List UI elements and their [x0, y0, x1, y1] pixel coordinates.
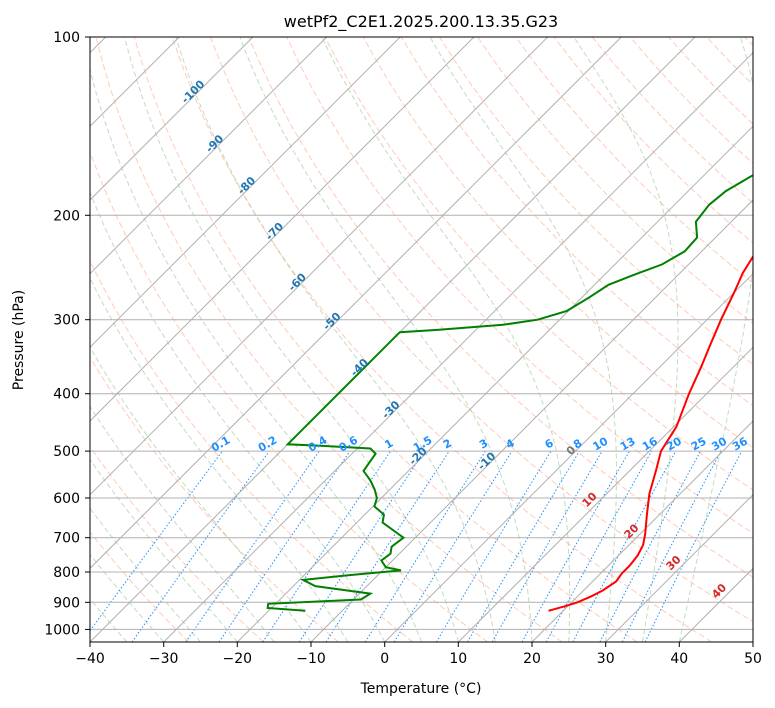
isotherm-line — [90, 37, 475, 422]
y-tick-label: 200 — [53, 208, 80, 224]
dewpoint-profile — [266, 174, 753, 612]
mixing-ratio-line — [364, 450, 486, 642]
moist-adiabat — [124, 37, 459, 642]
isotherm-line — [604, 493, 753, 642]
moist-adiabat — [573, 37, 679, 642]
isotherm-line — [236, 125, 753, 642]
x-tick-label: −20 — [223, 651, 253, 667]
x-tick-label: 30 — [597, 651, 615, 667]
x-tick-label: 50 — [744, 651, 762, 667]
moist-adiabat — [90, 405, 275, 642]
moist-adiabat — [239, 37, 533, 642]
y-tick-label: 1000 — [44, 622, 80, 638]
isotherm-line — [90, 37, 402, 349]
y-tick-label: 400 — [53, 387, 80, 403]
dry-adiabat — [90, 531, 190, 642]
y-tick-label: 800 — [53, 565, 80, 581]
dry-adiabat — [90, 445, 264, 642]
isotherm-line — [90, 37, 623, 570]
isotherm-line — [90, 37, 549, 496]
mixing-ratio-line — [621, 450, 722, 642]
moist-adiabat — [175, 37, 496, 642]
moist-adiabat — [429, 37, 617, 642]
plot-area — [90, 37, 753, 642]
y-tick-label: 600 — [53, 491, 80, 507]
dry-adiabat — [400, 37, 753, 407]
pressure-gridlines — [90, 37, 753, 630]
plot-frame — [89, 36, 754, 643]
moist-adiabat — [90, 67, 422, 642]
isotherm-line — [162, 51, 753, 642]
x-axis-label: Temperature (°C) — [360, 681, 482, 697]
dry-adiabat — [515, 37, 753, 284]
mixing-ratio-line — [218, 450, 351, 642]
mixing-ratio-line — [545, 450, 653, 642]
isotherm-line — [310, 199, 753, 642]
moist-adiabat — [90, 190, 386, 642]
dry-adiabat — [210, 37, 753, 623]
x-tick-label: −40 — [75, 651, 105, 667]
x-tick-label: −30 — [149, 651, 179, 667]
y-tick-label: 500 — [53, 444, 80, 460]
mixing-ratio-line — [298, 450, 425, 642]
isotherm-line — [90, 37, 254, 201]
mixing-ratio-line — [185, 450, 320, 642]
y-tick-label: 700 — [53, 531, 80, 547]
x-tick-label: 0 — [380, 651, 389, 667]
moist-adiabat — [90, 458, 238, 642]
mixing-ratio-line — [644, 450, 743, 642]
chart-title: wetPf2_C2E1.2025.200.13.35.G23 — [284, 12, 558, 32]
x-axis-ticks: −40 −30 −20 −10 0 10 20 30 40 50 — [75, 642, 762, 667]
mixing-ratio-line — [325, 450, 450, 642]
isotherm-line — [90, 37, 181, 128]
x-tick-label: 20 — [523, 651, 541, 667]
x-tick-label: 10 — [449, 651, 467, 667]
mixing-ratio-line — [599, 450, 701, 642]
isotherm-line — [531, 420, 753, 642]
dry-adiabat — [133, 37, 638, 642]
y-tick-label: 100 — [53, 30, 80, 46]
mixing-ratio-line — [393, 450, 513, 642]
dry-adiabat — [248, 37, 753, 578]
mixing-ratio-line — [90, 450, 223, 632]
isotherm-line — [90, 37, 328, 275]
skewed-isotherms — [0, 10, 753, 654]
dry-adiabat — [90, 150, 488, 642]
y-axis-label: Pressure (hPa) — [11, 290, 27, 390]
moist-adiabat — [90, 507, 201, 642]
x-tick-label: 40 — [670, 651, 688, 667]
dry-adiabat — [95, 37, 563, 642]
mixing-ratio-line — [435, 450, 552, 642]
isotherm-line — [383, 272, 753, 642]
mixing-ratio-line — [521, 450, 630, 642]
profile-lines — [266, 174, 753, 612]
y-axis-ticks: 100 200 300 400 500 600 700 800 900 1000 — [44, 30, 90, 638]
dry-adiabat — [438, 37, 753, 366]
isotherm-line — [457, 346, 753, 642]
mixing-ratio-line — [131, 450, 270, 642]
moist-adiabat — [321, 37, 571, 642]
moist-adiabat — [90, 553, 165, 642]
mixing-ratio-line — [262, 450, 392, 642]
dry-adiabat — [171, 37, 712, 642]
x-tick-label: −10 — [296, 651, 326, 667]
isotherm-line — [0, 10, 59, 654]
y-tick-label: 900 — [53, 595, 80, 611]
mixing-ratio-line — [572, 450, 677, 642]
temperature-profile — [548, 255, 753, 612]
mixing-ratio-lines — [90, 450, 743, 642]
y-tick-label: 300 — [53, 313, 80, 329]
